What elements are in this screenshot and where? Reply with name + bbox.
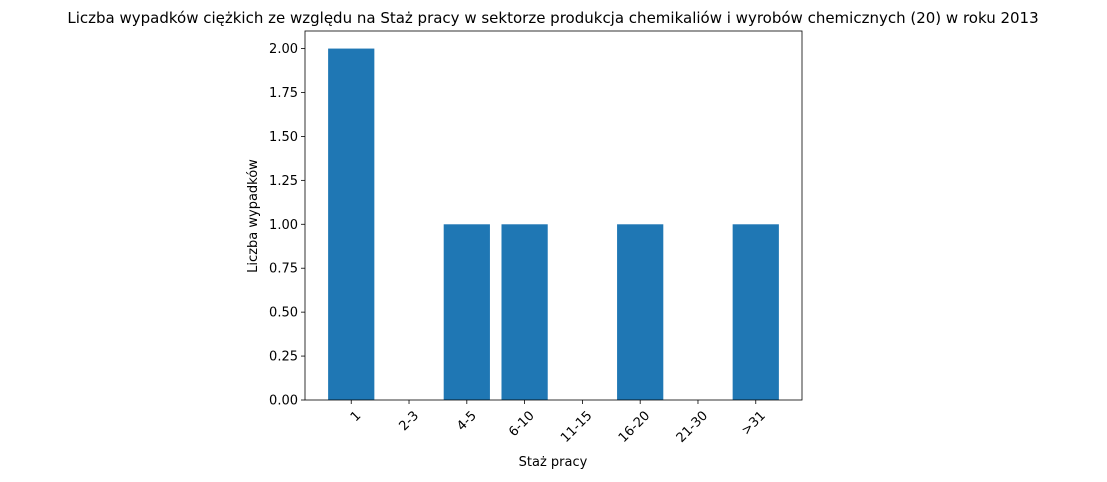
x-tick-label: 11-15 bbox=[558, 408, 595, 445]
bar bbox=[443, 224, 490, 400]
bar bbox=[617, 224, 664, 400]
y-tick-label: 0.50 bbox=[269, 306, 298, 321]
x-axis-label: Staż pracy bbox=[519, 455, 588, 470]
x-tick-label: 2-3 bbox=[396, 408, 422, 434]
y-tick-label: 1.25 bbox=[269, 174, 298, 189]
bar bbox=[732, 224, 779, 400]
x-tick-label: 6-10 bbox=[506, 408, 537, 439]
x-tick-label: 21-30 bbox=[674, 408, 711, 445]
y-tick-label: 2.00 bbox=[269, 42, 298, 57]
y-tick-label: 0.25 bbox=[269, 350, 298, 365]
y-axis-label: Liczba wypadków bbox=[246, 159, 261, 273]
y-tick-label: 0.00 bbox=[269, 394, 298, 409]
x-tick-label: 1 bbox=[348, 408, 364, 424]
y-tick-label: 1.50 bbox=[269, 130, 298, 145]
axes-frame bbox=[304, 30, 803, 401]
bar bbox=[501, 224, 548, 400]
x-tick-label: >31 bbox=[739, 408, 769, 438]
chart-title: Liczba wypadków ciężkich ze względu na S… bbox=[67, 9, 1038, 27]
y-tick-label: 1.00 bbox=[269, 218, 298, 233]
y-tick-label: 1.75 bbox=[269, 86, 298, 101]
bar bbox=[328, 48, 375, 400]
x-tick-label: 16-20 bbox=[616, 408, 653, 445]
plot-area: 0.00 0.25 0.50 0.75 1.00 1.25 1.50 1.75 2.00 1 2-3… bbox=[269, 30, 803, 446]
y-tick-label: 0.75 bbox=[269, 262, 298, 277]
x-tick-label: 4-5 bbox=[454, 408, 480, 434]
